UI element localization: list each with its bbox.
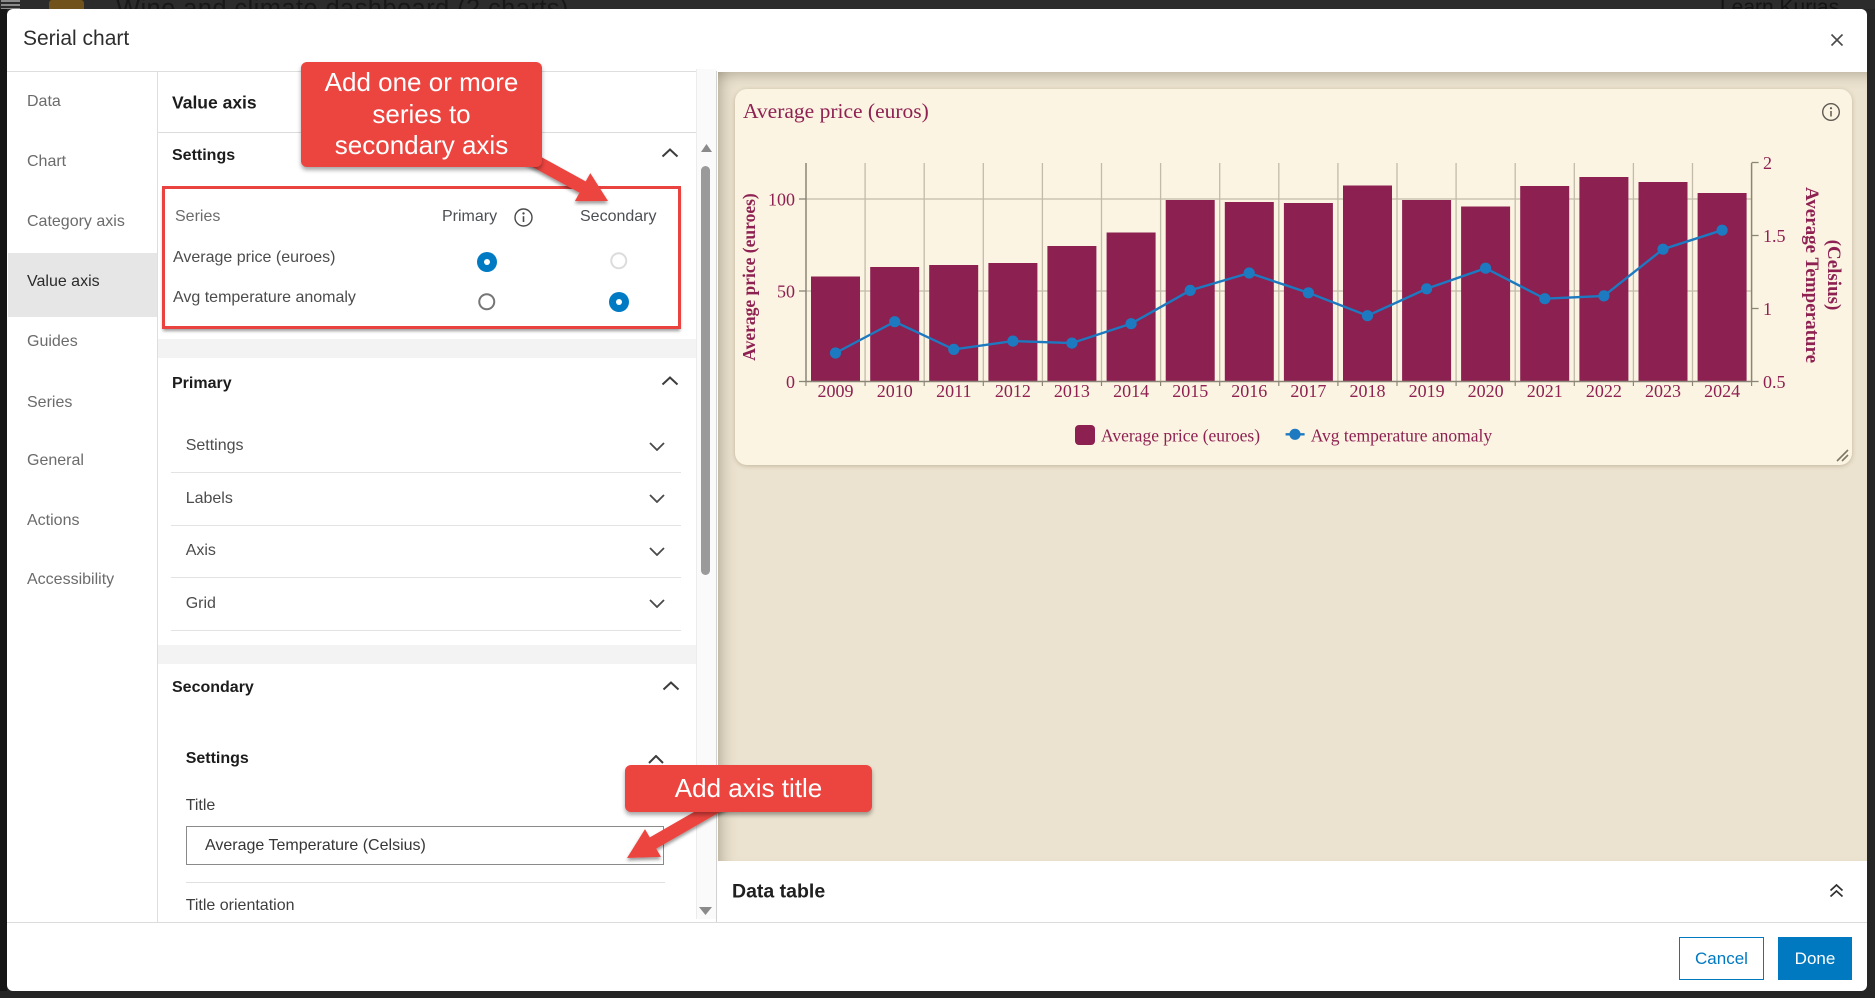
svg-text:1: 1 (1763, 299, 1772, 319)
svg-text:Avg temperature anomaly: Avg temperature anomaly (1311, 426, 1493, 446)
svg-text:50: 50 (777, 282, 795, 302)
svg-text:2024: 2024 (1704, 381, 1740, 401)
svg-text:2014: 2014 (1113, 381, 1149, 401)
svg-text:100: 100 (768, 190, 795, 210)
svg-text:2021: 2021 (1527, 381, 1563, 401)
svg-text:2013: 2013 (1054, 381, 1090, 401)
svg-text:2023: 2023 (1645, 381, 1681, 401)
svg-text:2016: 2016 (1231, 381, 1267, 401)
svg-text:(Celsius): (Celsius) (1823, 240, 1844, 311)
svg-text:2018: 2018 (1350, 381, 1386, 401)
svg-text:2015: 2015 (1172, 381, 1208, 401)
svg-text:2022: 2022 (1586, 381, 1622, 401)
svg-text:2: 2 (1763, 153, 1772, 173)
svg-text:Average price (euroes): Average price (euroes) (739, 193, 759, 361)
svg-text:0.5: 0.5 (1763, 372, 1786, 392)
svg-text:2017: 2017 (1290, 381, 1326, 401)
svg-text:1.5: 1.5 (1763, 226, 1786, 246)
svg-text:2019: 2019 (1409, 381, 1445, 401)
svg-text:2011: 2011 (936, 381, 971, 401)
svg-text:2020: 2020 (1468, 381, 1504, 401)
svg-text:Average price (euros): Average price (euros) (743, 99, 929, 123)
svg-text:Average Temperature: Average Temperature (1801, 187, 1822, 363)
svg-text:2010: 2010 (877, 381, 913, 401)
svg-text:2009: 2009 (818, 381, 854, 401)
svg-text:0: 0 (786, 372, 795, 392)
svg-text:Average price (euroes): Average price (euroes) (1101, 426, 1260, 446)
svg-text:2012: 2012 (995, 381, 1031, 401)
